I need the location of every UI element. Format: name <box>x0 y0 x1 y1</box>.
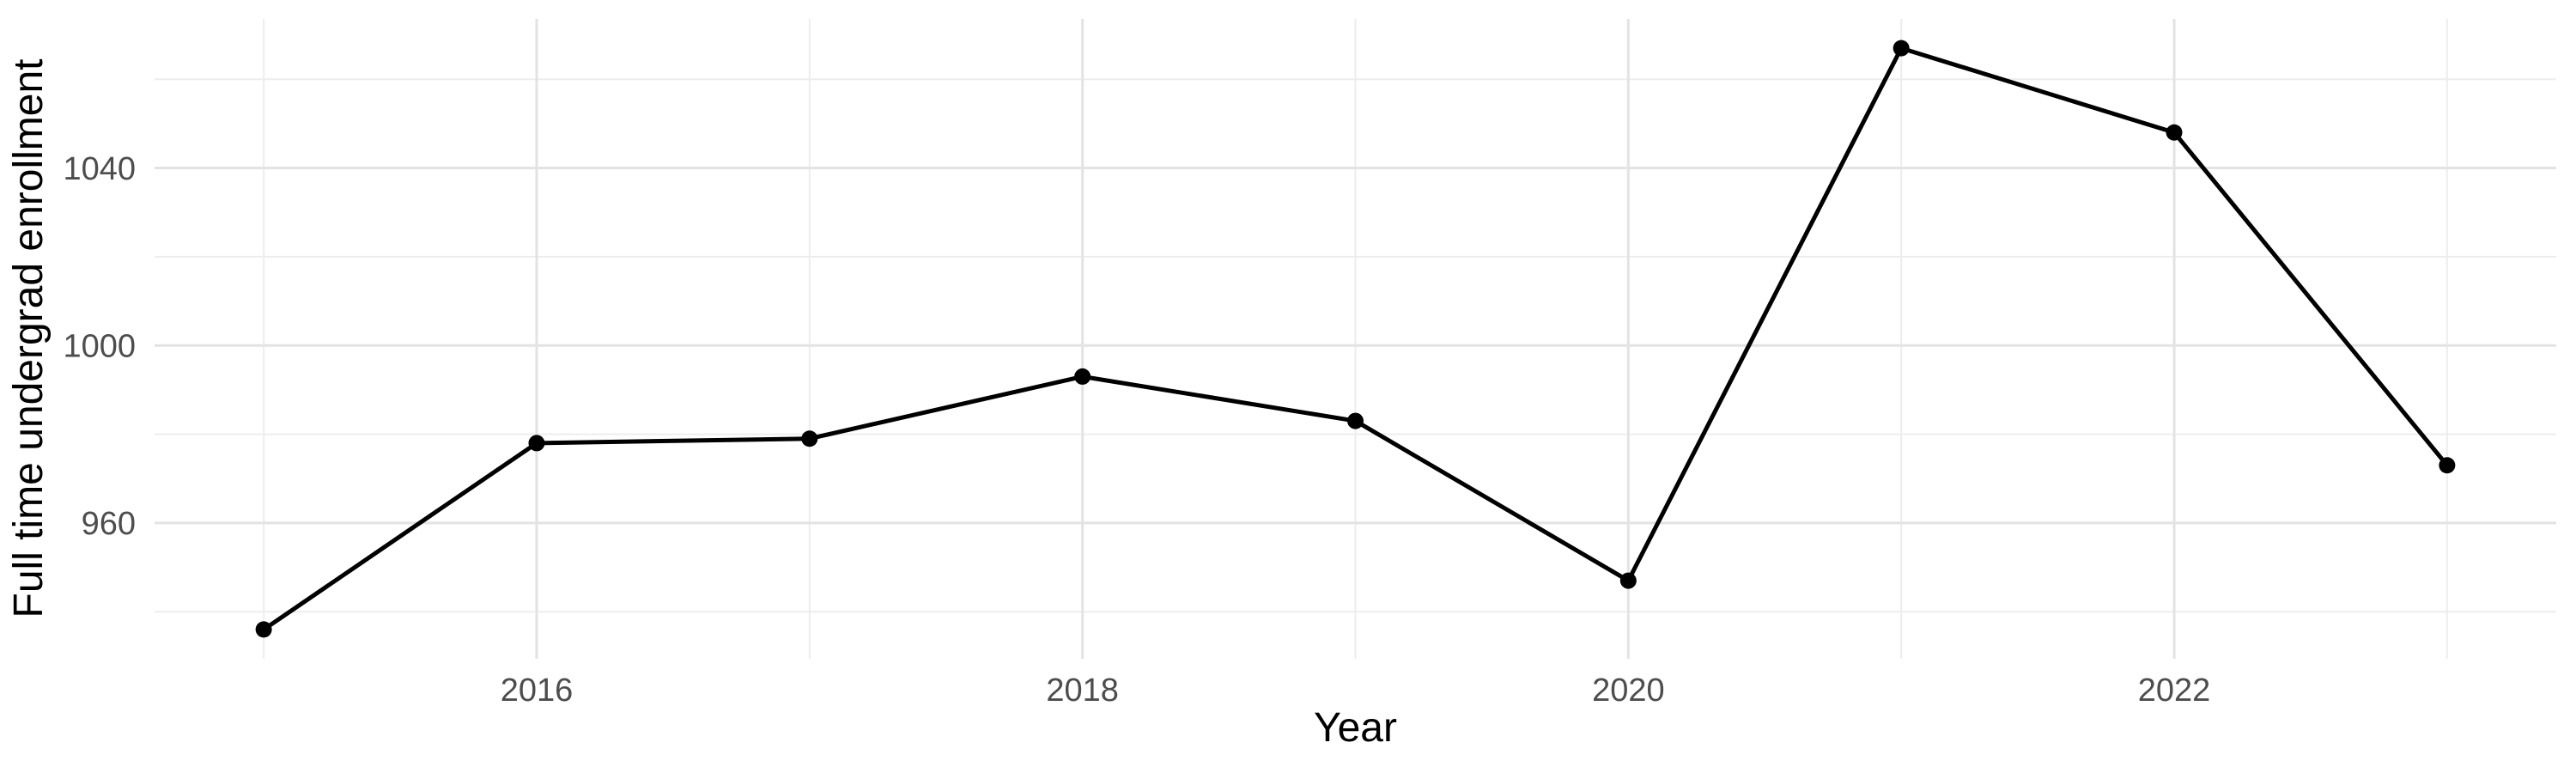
x-tick-label: 2020 <box>1592 673 1665 709</box>
data-point <box>1347 412 1364 429</box>
x-tick-label: 2022 <box>2138 673 2211 709</box>
x-tick-label: 2018 <box>1046 673 1119 709</box>
data-point <box>255 621 272 638</box>
y-axis-title: Full time undergrad enrollment <box>6 58 52 618</box>
x-axis-title: Year <box>1314 705 1397 751</box>
data-point <box>801 430 818 447</box>
y-tick-label: 1000 <box>63 329 136 365</box>
x-tick-label: 2016 <box>501 673 574 709</box>
data-point <box>1074 368 1091 385</box>
data-point <box>2439 457 2456 474</box>
data-point <box>1893 40 1910 57</box>
data-point <box>2166 124 2183 141</box>
data-point <box>528 435 545 452</box>
y-tick-label: 960 <box>82 506 136 542</box>
data-point <box>1619 572 1637 589</box>
y-tick-label: 1040 <box>63 151 136 187</box>
